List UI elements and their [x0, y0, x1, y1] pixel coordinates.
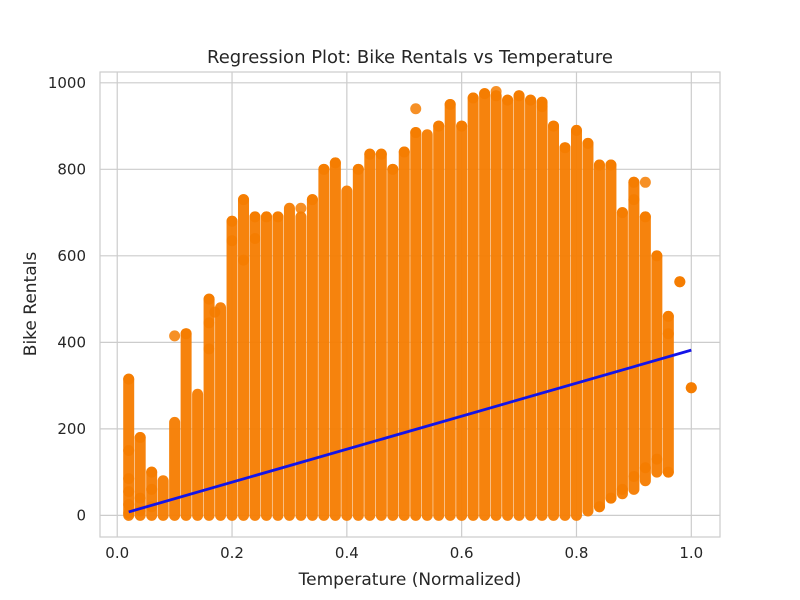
- y-tick-label: 0: [76, 506, 86, 524]
- scatter-point: [123, 473, 135, 485]
- y-tick-label: 1000: [48, 74, 86, 92]
- scatter-point: [593, 501, 605, 513]
- scatter-point: [605, 159, 617, 171]
- scatter-point: [651, 250, 663, 262]
- x-tick-label: 1.0: [679, 544, 703, 562]
- scatter-point: [226, 235, 238, 247]
- x-tick-label: 0.2: [220, 544, 244, 562]
- tick-labels: 0.0 0.2 0.4 0.6 0.8 1.0 0 200 400 600 800 1000: [48, 74, 703, 562]
- scatter-point: [456, 120, 468, 132]
- scatter-point: [295, 202, 307, 214]
- scatter-point: [570, 124, 582, 136]
- scatter-point: [444, 98, 456, 110]
- scatter-point: [662, 310, 674, 322]
- scatter-point: [628, 176, 640, 188]
- scatter-point: [582, 137, 594, 149]
- scatter-point: [559, 142, 571, 154]
- scatter-point: [639, 211, 651, 223]
- scatter-point: [180, 328, 192, 340]
- scatter-point: [639, 176, 651, 188]
- y-axis-label: Bike Rentals: [21, 252, 41, 357]
- scatter-point: [260, 211, 272, 223]
- scatter-point: [467, 92, 479, 104]
- scatter-point: [134, 432, 146, 444]
- scatter-point: [123, 444, 135, 456]
- scatter-point: [306, 194, 318, 206]
- scatter-point: [616, 483, 628, 495]
- x-tick-label: 0.6: [450, 544, 474, 562]
- scatter-point: [329, 157, 341, 169]
- scatter-point: [375, 148, 387, 160]
- scatter-point: [674, 276, 686, 288]
- scatter-point: [525, 94, 537, 106]
- scatter-point: [616, 207, 628, 219]
- regression-line-group: [128, 348, 692, 514]
- scatter-point: [134, 492, 146, 504]
- scatter-point: [146, 466, 158, 478]
- scatter-point: [352, 163, 364, 175]
- scatter-point: [203, 317, 215, 329]
- scatter-point: [639, 462, 651, 474]
- scatter-point: [433, 120, 445, 132]
- regression-line: [128, 348, 692, 514]
- y-tick-label: 200: [57, 420, 86, 438]
- scatter-point: [249, 233, 261, 245]
- scatter-point: [479, 88, 491, 100]
- scatter-point: [536, 101, 548, 113]
- scatter-point: [662, 328, 674, 340]
- scatter-point: [209, 306, 221, 318]
- scatter-point: [238, 194, 250, 206]
- y-tick-label: 600: [57, 247, 86, 265]
- scatter-point: [203, 293, 215, 305]
- scatter-point: [605, 492, 617, 504]
- scatter-point: [628, 194, 640, 206]
- x-tick-label: 0.0: [105, 544, 129, 562]
- scatter-point: [398, 146, 410, 158]
- grid-lines: [100, 72, 720, 537]
- y-tick-label: 800: [57, 160, 86, 178]
- scatter-point: [249, 211, 261, 223]
- scatter-point: [593, 159, 605, 171]
- scatter-point: [203, 343, 215, 355]
- scatter-point: [272, 211, 284, 223]
- scatter-point: [651, 453, 663, 465]
- x-axis-label: Temperature (Normalized): [298, 570, 522, 590]
- scatter-point: [364, 148, 376, 160]
- scatter-point: [318, 163, 330, 175]
- scatter-point: [123, 486, 135, 498]
- scatter-point: [226, 215, 238, 227]
- plot-area: [99, 71, 721, 538]
- scatter-point: [548, 120, 560, 132]
- scatter-point: [123, 373, 135, 385]
- x-tick-label: 0.4: [335, 544, 359, 562]
- scatter-points: [123, 85, 697, 521]
- scatter-point: [123, 499, 135, 511]
- x-tick-label: 0.8: [565, 544, 589, 562]
- scatter-point: [662, 466, 674, 478]
- scatter-point: [490, 85, 502, 97]
- y-tick-label: 400: [57, 333, 86, 351]
- scatter-point: [502, 94, 514, 106]
- scatter-point: [169, 330, 181, 342]
- scatter-point: [387, 163, 399, 175]
- scatter-point: [410, 127, 422, 139]
- chart-title: Regression Plot: Bike Rentals vs Tempera…: [207, 47, 613, 68]
- scatter-point: [146, 483, 158, 495]
- scatter-point: [238, 254, 250, 266]
- scatter-point: [685, 382, 697, 394]
- scatter-point: [410, 103, 422, 115]
- scatter-point: [628, 470, 640, 482]
- scatter-point: [513, 90, 525, 102]
